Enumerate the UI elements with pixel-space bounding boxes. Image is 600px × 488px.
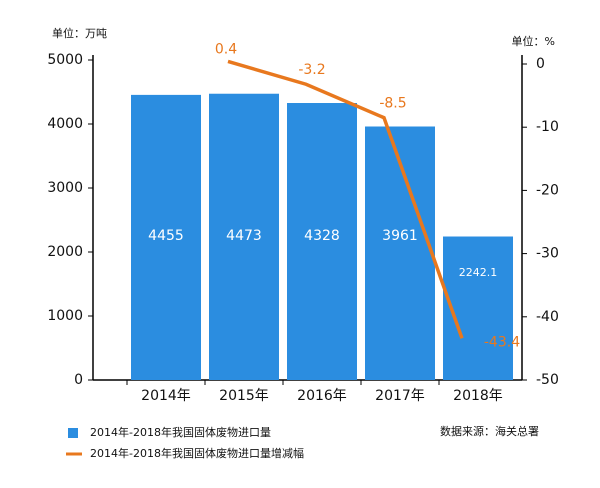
line-value-label: -3.2: [298, 62, 325, 78]
bar: [287, 103, 357, 381]
y-tick-label: 4000: [47, 116, 83, 132]
y2-tick-label: -20: [536, 182, 559, 198]
bar: [365, 126, 435, 380]
bar-value-label: 3961: [382, 228, 418, 244]
y-tick-label: 3000: [47, 180, 83, 196]
source-note: 数据来源：海关总署: [440, 424, 539, 438]
line-value-label: -43.4: [484, 334, 520, 350]
bar-value-label: 2242.1: [459, 266, 498, 279]
y-tick-label: 5000: [47, 52, 83, 68]
bar-value-label: 4328: [304, 228, 340, 244]
bar: [443, 236, 513, 380]
y-axis-label: 单位：万吨: [52, 26, 107, 40]
legend-label: 2014年-2018年我国固体废物进口量增减幅: [90, 446, 304, 460]
legend-label: 2014年-2018年我国固体废物进口量: [90, 425, 271, 439]
y-tick-label: 2000: [47, 244, 83, 260]
bar-value-label: 4455: [148, 228, 184, 244]
x-tick-label: 2016年: [297, 388, 347, 404]
line: [227, 59, 464, 339]
x-tick-label: 2018年: [453, 388, 503, 404]
legend-swatch: [68, 428, 78, 438]
y-tick-label: 0: [74, 372, 83, 388]
y2-tick-label: -30: [536, 246, 559, 262]
line-value-label: 0.4: [215, 41, 237, 57]
line-value-label: -8.5: [379, 96, 406, 112]
y2-axis-label: 单位：%: [512, 34, 555, 48]
y2-tick-label: -50: [536, 372, 559, 388]
x-tick-label: 2015年: [219, 388, 269, 404]
bar: [209, 93, 279, 380]
bar-value-label: 4473: [226, 228, 262, 244]
y2-tick-label: 0: [536, 56, 545, 72]
x-tick-label: 2014年: [141, 388, 191, 404]
y2-tick-label: -40: [536, 309, 559, 325]
x-tick-label: 2017年: [375, 388, 425, 404]
bar: [131, 94, 201, 380]
y-tick-label: 1000: [47, 308, 83, 324]
y2-tick-label: -10: [536, 119, 559, 135]
